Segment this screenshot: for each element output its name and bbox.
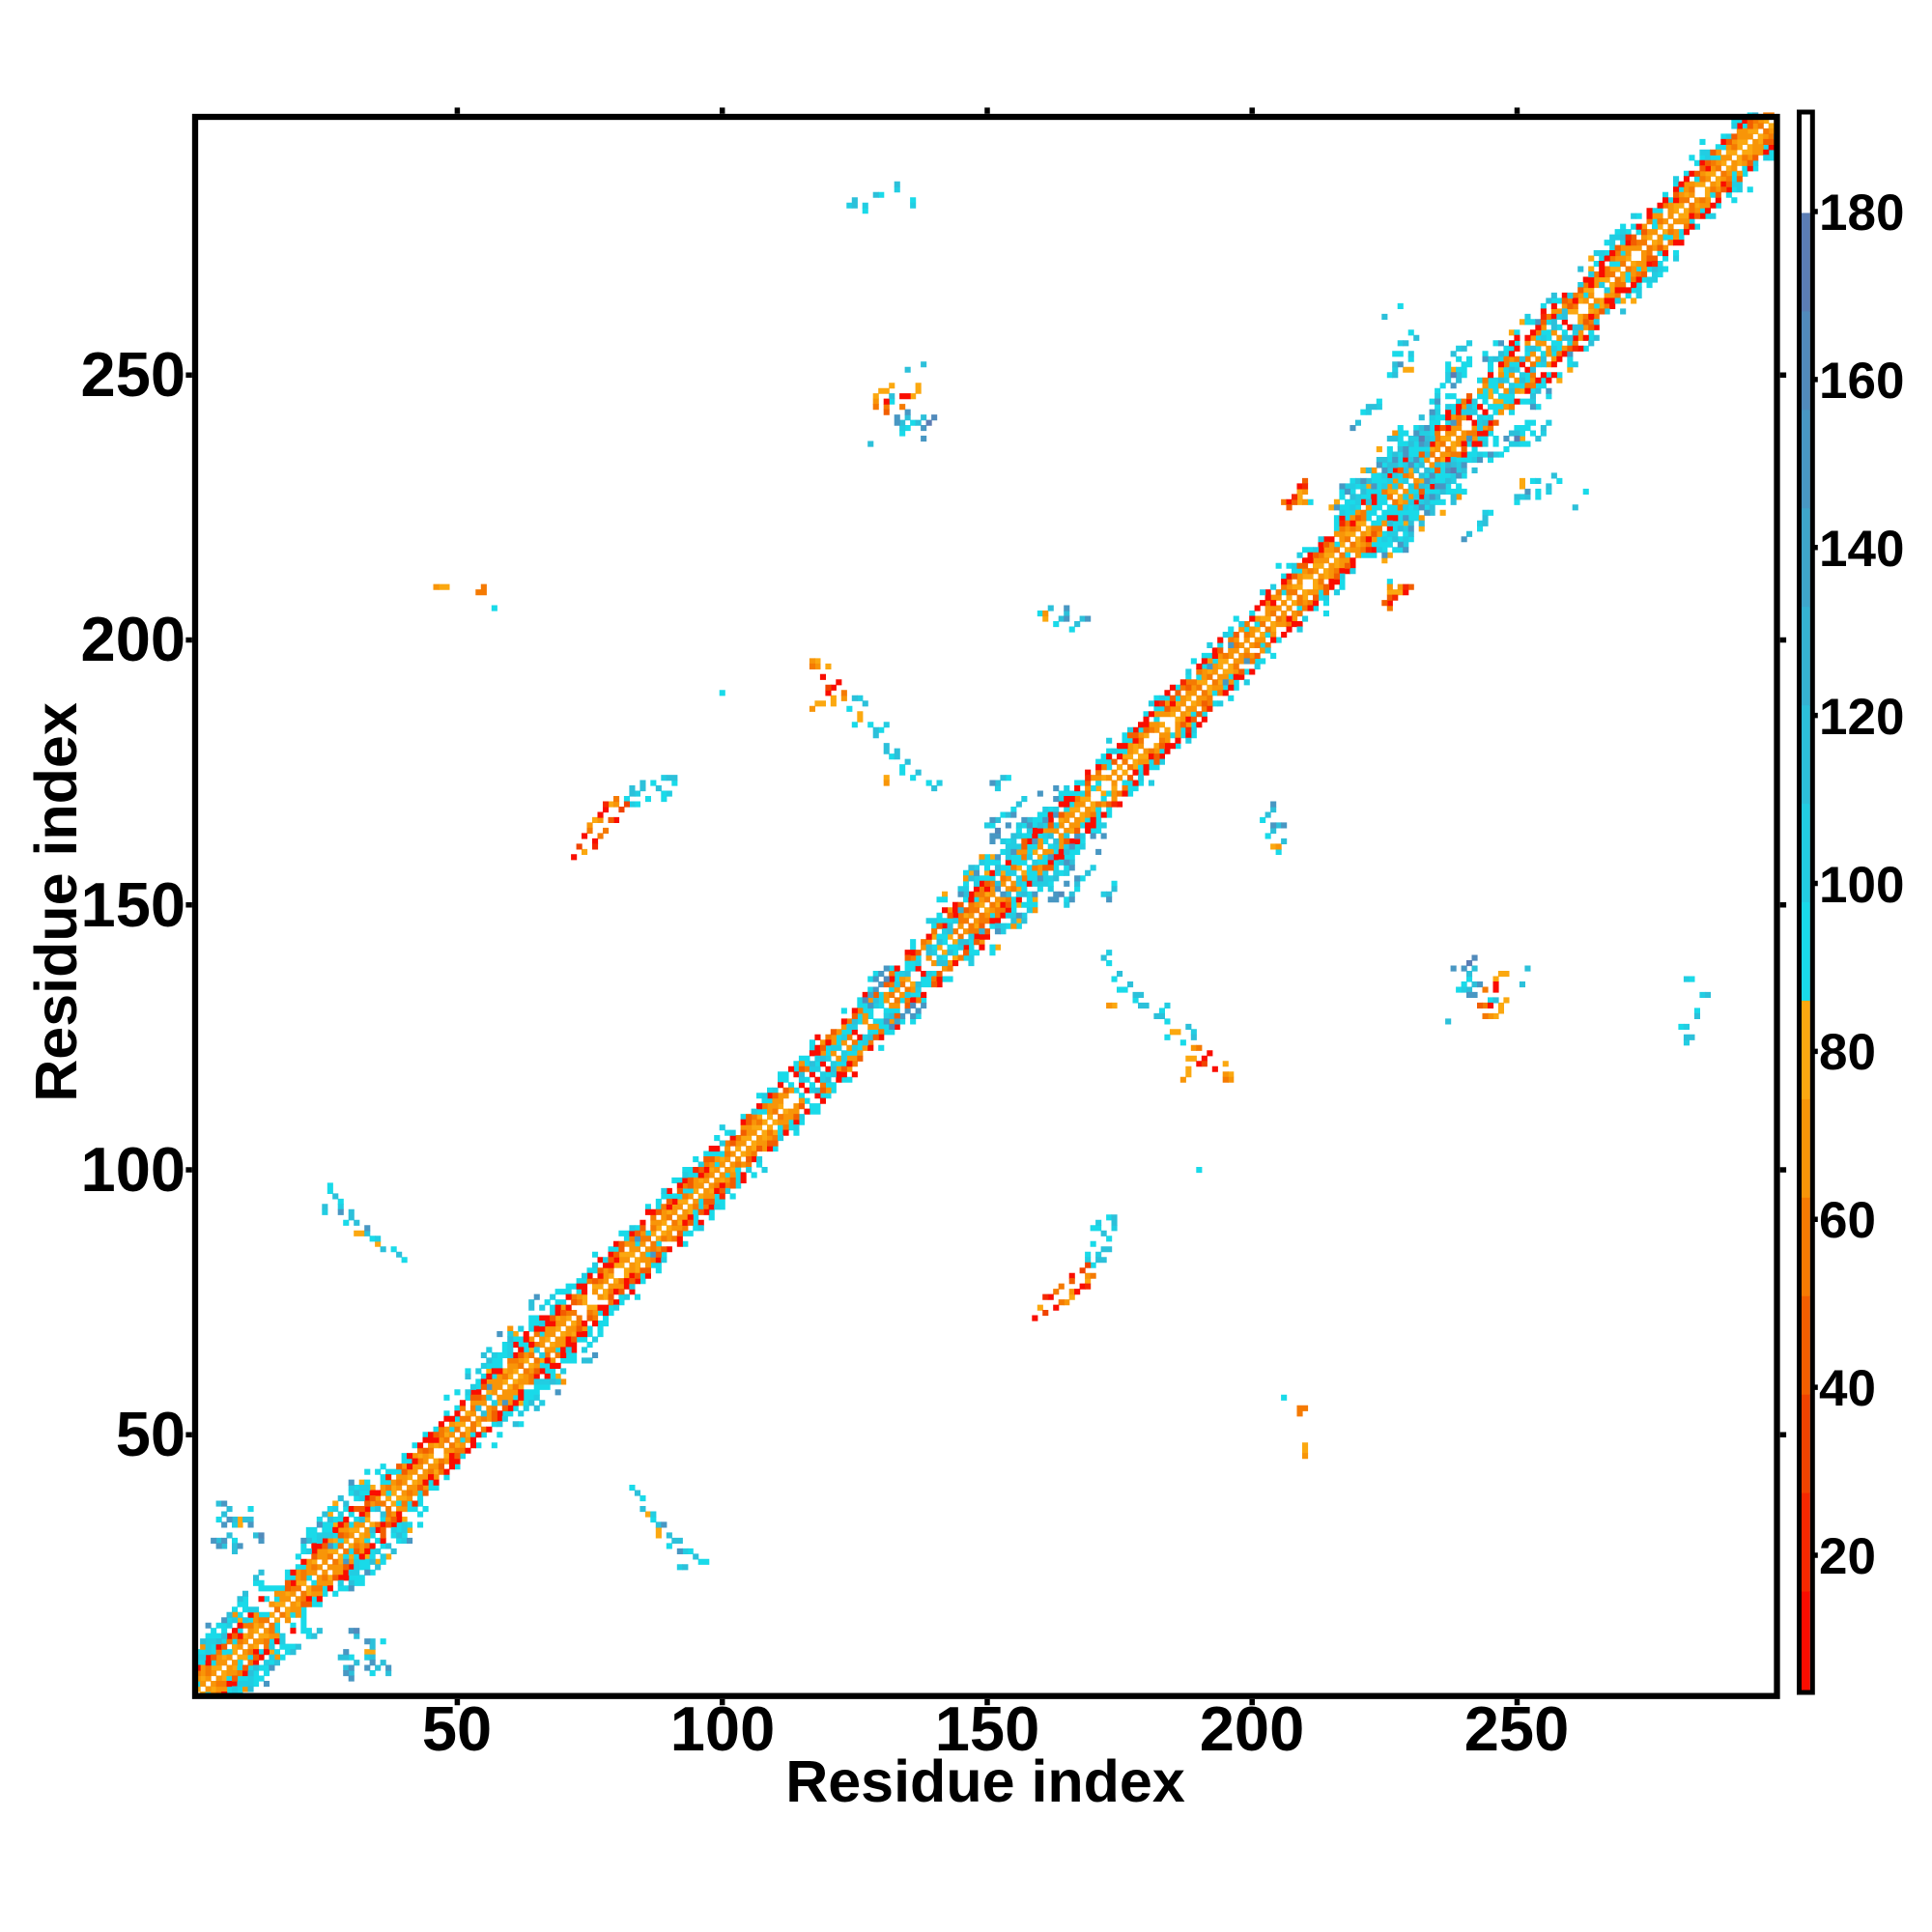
svg-text:Residue index: Residue index: [23, 702, 89, 1102]
svg-text:50: 50: [422, 1693, 492, 1764]
svg-text:200: 200: [81, 604, 185, 674]
svg-text:80: 80: [1819, 1024, 1876, 1081]
svg-text:140: 140: [1819, 521, 1904, 578]
svg-text:50: 50: [116, 1399, 185, 1469]
svg-text:150: 150: [81, 869, 185, 940]
svg-text:20: 20: [1819, 1528, 1876, 1585]
svg-text:200: 200: [1200, 1693, 1304, 1764]
svg-text:150: 150: [935, 1693, 1039, 1764]
svg-text:180: 180: [1819, 185, 1904, 242]
svg-text:250: 250: [1464, 1693, 1569, 1764]
svg-text:120: 120: [1819, 689, 1904, 746]
svg-text:100: 100: [1819, 857, 1904, 914]
svg-text:160: 160: [1819, 353, 1904, 410]
svg-text:100: 100: [81, 1134, 185, 1205]
svg-text:250: 250: [81, 339, 185, 410]
svg-text:40: 40: [1819, 1360, 1876, 1417]
svg-text:Residue index: Residue index: [785, 1748, 1185, 1814]
svg-text:60: 60: [1819, 1192, 1876, 1249]
svg-text:100: 100: [670, 1693, 775, 1764]
